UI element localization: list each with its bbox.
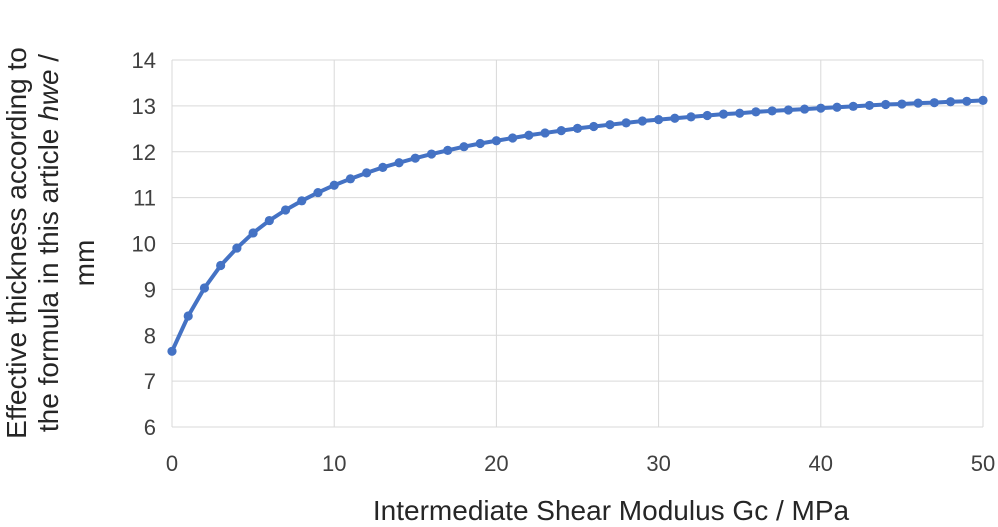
y-tick-label: 11 xyxy=(133,186,156,211)
data-point xyxy=(670,113,680,123)
data-point xyxy=(654,115,664,125)
data-point xyxy=(735,108,745,118)
x-tick-label: 50 xyxy=(971,451,995,476)
data-point xyxy=(378,162,388,172)
data-point xyxy=(897,99,907,109)
data-point xyxy=(183,311,193,321)
y-tick-label: 14 xyxy=(132,48,156,73)
data-point xyxy=(832,102,842,112)
series-hwe xyxy=(167,95,988,356)
y-tick-label: 12 xyxy=(132,140,156,165)
data-point xyxy=(345,174,356,184)
y-axis-title-line-3: mm xyxy=(69,240,100,287)
gridlines xyxy=(171,59,984,428)
data-point xyxy=(718,109,729,119)
data-point xyxy=(816,103,826,113)
data-point xyxy=(394,158,404,168)
data-point xyxy=(783,105,793,115)
data-point xyxy=(410,153,420,163)
data-point xyxy=(799,104,810,114)
data-point xyxy=(702,110,712,121)
y-tick-label: 13 xyxy=(132,94,156,119)
data-point xyxy=(297,196,307,206)
series-line xyxy=(170,98,985,354)
data-point xyxy=(540,128,550,138)
data-point xyxy=(945,97,956,107)
y-axis-title-italic: hwe xyxy=(33,69,64,120)
y-tick-label: 10 xyxy=(132,232,156,257)
data-point xyxy=(848,101,858,111)
data-point xyxy=(864,100,875,111)
data-point xyxy=(929,98,939,108)
data-point xyxy=(167,346,177,356)
data-point xyxy=(329,180,339,190)
data-point xyxy=(913,98,923,108)
y-tick-label: 9 xyxy=(144,277,156,302)
data-point xyxy=(232,243,242,253)
x-tick-label: 20 xyxy=(484,451,508,476)
data-point xyxy=(605,120,615,130)
data-point xyxy=(881,99,891,110)
x-tick-label: 40 xyxy=(809,451,833,476)
data-point xyxy=(475,138,485,149)
x-tick-label: 10 xyxy=(322,451,346,476)
data-point xyxy=(491,136,501,146)
x-tick-label: 30 xyxy=(646,451,670,476)
y-axis-ticks: 6 7 8 9 10 11 12 13 14 xyxy=(132,48,156,440)
x-axis-title: Intermediate Shear Modulus Gc / MPa xyxy=(373,495,850,526)
y-axis-title-suffix: / xyxy=(33,54,64,70)
x-axis-ticks: 0 10 20 30 40 50 xyxy=(166,451,995,476)
data-point xyxy=(280,205,291,215)
data-point xyxy=(978,95,988,105)
y-axis-title-prefix: the formula in this article xyxy=(33,121,64,432)
data-point xyxy=(443,145,453,155)
data-point xyxy=(621,118,631,128)
y-axis-title: Effective thickness according to the for… xyxy=(1,47,100,439)
data-point xyxy=(572,123,583,133)
data-point xyxy=(637,116,647,126)
data-point xyxy=(686,112,696,122)
data-point xyxy=(508,133,518,143)
data-point xyxy=(248,228,258,238)
data-point xyxy=(199,283,210,293)
data-point xyxy=(459,142,469,152)
y-tick-label: 7 xyxy=(144,369,156,394)
y-axis-title-line-1: Effective thickness according to xyxy=(1,47,32,439)
y-tick-label: 8 xyxy=(144,323,156,348)
y-tick-label: 6 xyxy=(144,415,156,440)
x-tick-label: 0 xyxy=(166,451,178,476)
data-point xyxy=(589,121,599,132)
data-point xyxy=(264,215,274,226)
data-point xyxy=(962,96,972,106)
data-point xyxy=(426,149,437,159)
data-point xyxy=(313,187,323,198)
data-point xyxy=(767,106,777,116)
data-point xyxy=(362,168,372,178)
y-axis-title-line-2: the formula in this article hwe / xyxy=(33,54,64,432)
data-point xyxy=(524,130,534,140)
data-point xyxy=(216,260,226,271)
data-point xyxy=(556,126,566,136)
data-point xyxy=(751,107,761,117)
